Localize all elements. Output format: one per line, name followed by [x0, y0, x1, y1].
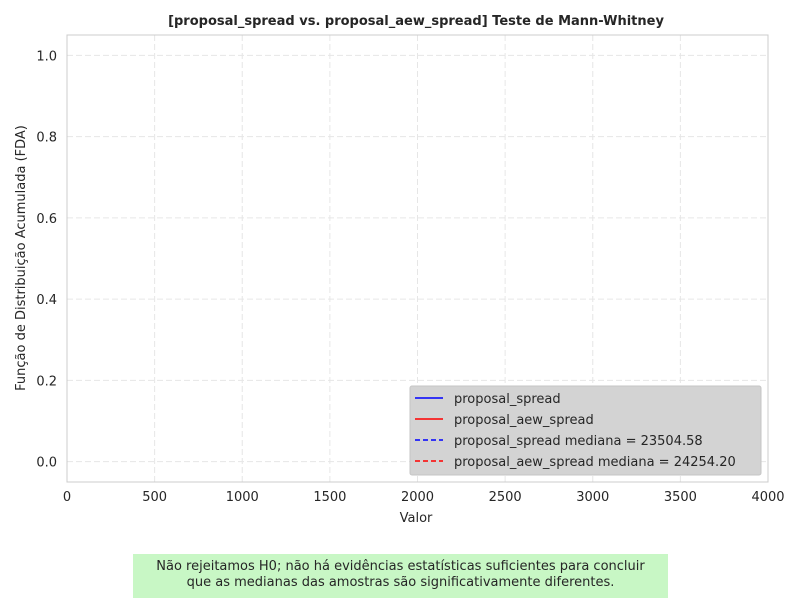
plot-area	[66, 34, 769, 483]
legend-label-median-proposal-aew-spread: proposal_aew_spread mediana = 24254.20	[454, 455, 736, 470]
x-tick-label: 0	[63, 490, 71, 505]
y-tick-label: 0.6	[36, 212, 57, 227]
y-axis-label: Função de Distribuição Acumulada (FDA)	[14, 125, 29, 391]
y-axis-ticks: 0.0 0.2 0.4 0.6 0.8 1.0	[36, 49, 57, 470]
result-note: Não rejeitamos H0; não há evidências est…	[133, 554, 668, 598]
y-tick-label: 0.2	[36, 374, 57, 389]
x-axis-ticks: 0 500 1000 1500 2000 2500 3000 3500 4000	[63, 490, 785, 505]
x-tick-label: 1500	[313, 490, 346, 505]
x-tick-label: 4000	[751, 490, 784, 505]
x-tick-label: 1000	[226, 490, 259, 505]
x-axis-label: Valor	[400, 511, 433, 526]
legend-label-proposal-spread: proposal_spread	[454, 392, 561, 407]
y-tick-label: 0.8	[36, 131, 57, 146]
legend-label-median-proposal-spread: proposal_spread mediana = 23504.58	[454, 434, 703, 449]
legend-box	[409, 385, 762, 476]
y-tick-label: 0.4	[36, 293, 57, 308]
x-tick-label: 500	[142, 490, 167, 505]
chart-title: [proposal_spread vs. proposal_aew_spread…	[168, 14, 664, 29]
result-note-line-2: que as medianas das amostras são signifi…	[186, 575, 615, 590]
y-tick-label: 1.0	[36, 49, 57, 64]
x-tick-label: 3500	[664, 490, 697, 505]
x-tick-label: 2500	[489, 490, 522, 505]
x-tick-label: 3000	[576, 490, 609, 505]
legend: proposal_spread proposal_aew_spread prop…	[409, 385, 762, 476]
y-tick-label: 0.0	[36, 456, 57, 471]
result-note-line-1: Não rejeitamos H0; não há evidências est…	[156, 559, 645, 574]
legend-label-proposal-aew-spread: proposal_aew_spread	[454, 413, 594, 428]
x-tick-label: 2000	[401, 490, 434, 505]
